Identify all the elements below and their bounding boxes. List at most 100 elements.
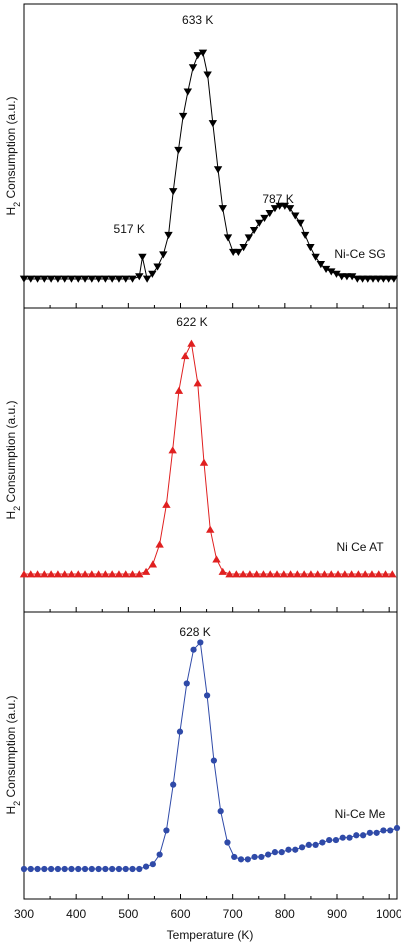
data-point-p2-38 <box>278 849 285 856</box>
data-point-p1-55 <box>388 570 397 578</box>
data-point-p0-11 <box>94 275 103 283</box>
data-point-p2-12 <box>102 865 109 873</box>
data-point-p2-5 <box>54 865 62 873</box>
data-point-p2-2 <box>34 865 41 873</box>
panel-frame-at <box>23 307 398 613</box>
data-point-p0-22 <box>159 251 168 259</box>
data-point-p0-34 <box>218 205 227 213</box>
data-point-p2-10 <box>88 865 95 873</box>
data-point-p1-45 <box>320 570 329 578</box>
data-point-p0-1 <box>26 275 35 283</box>
data-point-p2-43 <box>312 841 319 849</box>
data-point-p0-13 <box>107 275 117 283</box>
data-point-p2-4 <box>48 865 55 873</box>
data-point-p2-55 <box>393 824 401 832</box>
data-point-p0-28 <box>188 64 198 72</box>
data-point-p2-25 <box>190 646 197 653</box>
data-point-p1-0 <box>19 570 29 578</box>
panel-frame-me <box>23 611 398 900</box>
data-point-p1-21 <box>162 500 171 508</box>
data-point-p1-48 <box>340 570 350 578</box>
data-point-p1-25 <box>187 339 196 347</box>
data-point-p2-20 <box>156 851 163 858</box>
data-point-p0-3 <box>40 275 49 283</box>
data-point-p2-42 <box>305 841 312 849</box>
data-point-p2-47 <box>339 834 346 841</box>
data-point-p2-22 <box>170 781 177 788</box>
data-point-p1-35 <box>252 570 261 578</box>
y-axis-label-subscript: 2 <box>12 801 22 806</box>
y-axis-label-rest: Consumption (a.u.) <box>4 96 18 201</box>
data-point-p2-51 <box>366 829 373 836</box>
y-axis-label-at: H2 Consumption (a.u.) <box>4 400 22 519</box>
data-point-p2-39 <box>285 846 292 853</box>
data-point-p1-38 <box>272 570 282 578</box>
data-point-p2-46 <box>332 836 340 844</box>
series-line-p2 <box>24 641 398 870</box>
annotation-p1-0: 622 K <box>176 315 207 329</box>
data-point-p0-2 <box>33 275 42 283</box>
data-point-p1-42 <box>299 570 309 578</box>
data-point-p2-36 <box>265 851 272 858</box>
data-point-p1-32 <box>232 570 241 578</box>
data-point-p2-19 <box>149 861 156 868</box>
data-point-p0-32 <box>208 120 218 128</box>
annotation-p0-3: Ni-Ce SG <box>334 247 385 261</box>
data-point-p1-31 <box>225 570 234 578</box>
y-axis-label-sg: H2 Consumption (a.u.) <box>4 96 22 215</box>
data-point-p2-33 <box>244 856 251 863</box>
annotation-p0-0: 633 K <box>182 13 213 27</box>
annotation-p0-1: 517 K <box>114 222 145 236</box>
data-point-p0-24 <box>169 188 178 196</box>
y-axis-label-rest: Consumption (a.u.) <box>4 695 18 800</box>
x-axis-label: Temperature (K) <box>167 928 254 942</box>
data-point-p1-41 <box>293 570 302 578</box>
y-axis-label-rest: Consumption (a.u.) <box>4 400 18 505</box>
series-line-p0 <box>24 52 394 280</box>
data-point-p1-49 <box>347 570 356 578</box>
data-point-p0-18 <box>138 253 147 261</box>
data-point-p0-38 <box>239 244 248 252</box>
data-point-p0-12 <box>101 275 110 283</box>
data-point-p2-9 <box>81 865 89 873</box>
data-point-p1-52 <box>367 570 377 578</box>
data-point-p2-52 <box>373 829 380 836</box>
data-point-p0-31 <box>203 71 212 79</box>
y-axis-label-subscript: 2 <box>12 202 22 207</box>
data-point-p0-42 <box>260 214 269 223</box>
data-point-p2-26 <box>197 639 204 646</box>
data-point-p0-23 <box>164 231 173 240</box>
data-point-p0-7 <box>67 275 76 283</box>
data-point-p0-30 <box>198 49 208 57</box>
data-point-p0-53 <box>316 261 326 269</box>
data-point-p0-15 <box>121 275 130 283</box>
data-point-p2-13 <box>109 865 116 873</box>
data-point-p1-26 <box>193 379 202 387</box>
data-point-p2-14 <box>115 865 123 873</box>
x-axis-ticks: 300 400 500 600 700 800 900 1000 <box>14 303 401 921</box>
data-point-p1-9 <box>80 570 90 578</box>
data-point-p1-37 <box>266 570 275 578</box>
data-point-p1-36 <box>259 570 268 578</box>
data-point-p2-7 <box>68 865 75 873</box>
data-point-p1-27 <box>199 458 209 466</box>
data-point-p2-27 <box>204 692 211 699</box>
annotation-p0-2: 787 K <box>262 192 293 206</box>
data-point-p2-1 <box>27 865 34 873</box>
data-point-p2-15 <box>122 865 129 873</box>
data-point-p1-12 <box>101 570 110 578</box>
data-point-p1-24 <box>180 351 190 360</box>
x-tick-label-4: 700 <box>223 907 243 921</box>
data-point-p2-54 <box>387 827 394 834</box>
x-tick-label-6: 900 <box>327 907 347 921</box>
data-point-p1-19 <box>148 560 158 568</box>
data-point-p0-49 <box>296 219 305 227</box>
data-point-p1-44 <box>313 570 322 578</box>
data-point-p2-32 <box>237 856 245 863</box>
data-point-p2-49 <box>353 832 360 839</box>
data-point-p2-6 <box>61 865 68 873</box>
data-point-p0-17 <box>135 273 144 281</box>
data-point-p1-4 <box>46 570 56 578</box>
annotation-p2-1: Ni-Ce Me <box>335 807 386 821</box>
